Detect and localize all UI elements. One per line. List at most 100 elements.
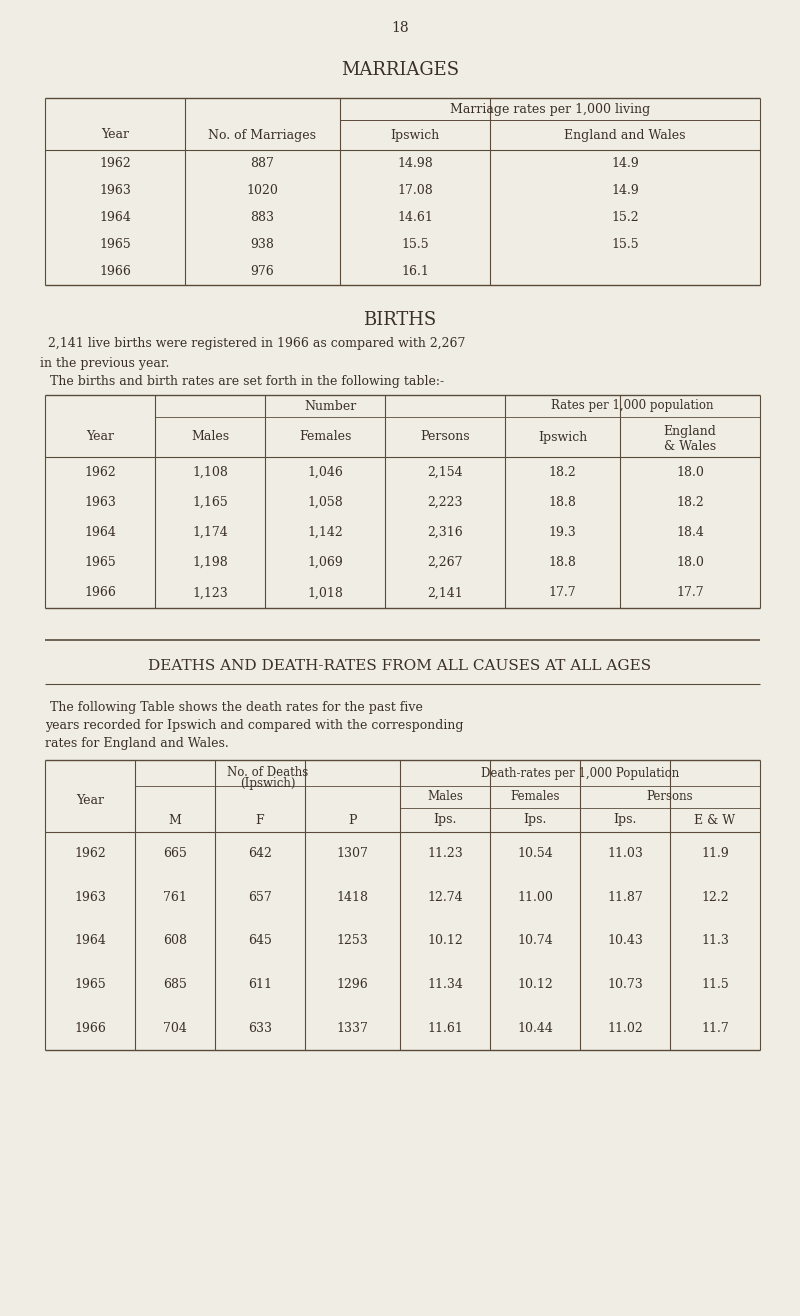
Text: in the previous year.: in the previous year. [40, 357, 170, 370]
Text: 608: 608 [163, 934, 187, 948]
Text: 657: 657 [248, 891, 272, 904]
Text: 2,267: 2,267 [427, 557, 462, 570]
Text: 10.44: 10.44 [517, 1021, 553, 1034]
Text: 10.74: 10.74 [517, 934, 553, 948]
Text: Ips.: Ips. [614, 813, 637, 826]
Text: 1,069: 1,069 [307, 557, 343, 570]
Text: 2,141 live births were registered in 1966 as compared with 2,267: 2,141 live births were registered in 196… [48, 337, 466, 350]
Text: 15.5: 15.5 [611, 238, 639, 251]
Text: 704: 704 [163, 1021, 187, 1034]
Text: 1,165: 1,165 [192, 496, 228, 509]
Text: M: M [169, 813, 182, 826]
Text: Ipswich: Ipswich [538, 430, 587, 443]
Text: 14.98: 14.98 [397, 157, 433, 170]
Text: 10.12: 10.12 [517, 978, 553, 991]
Text: 14.9: 14.9 [611, 157, 639, 170]
Text: 12.74: 12.74 [427, 891, 463, 904]
Text: 1296: 1296 [337, 978, 368, 991]
Text: 18.4: 18.4 [676, 526, 704, 540]
Text: 10.54: 10.54 [517, 848, 553, 861]
Text: Ipswich: Ipswich [390, 129, 440, 142]
Text: 18.0: 18.0 [676, 466, 704, 479]
Text: P: P [348, 813, 357, 826]
Text: 1,142: 1,142 [307, 526, 343, 540]
Text: 1,198: 1,198 [192, 557, 228, 570]
Text: 883: 883 [250, 211, 274, 224]
Text: 16.1: 16.1 [401, 265, 429, 278]
Text: 2,154: 2,154 [427, 466, 463, 479]
Text: Persons: Persons [646, 791, 694, 804]
Text: Death-rates per 1,000 Population: Death-rates per 1,000 Population [481, 766, 679, 779]
Text: Number: Number [304, 400, 356, 412]
Text: 18: 18 [391, 21, 409, 36]
Text: 1965: 1965 [74, 978, 106, 991]
Text: Rates per 1,000 population: Rates per 1,000 population [551, 400, 714, 412]
Text: 1962: 1962 [74, 848, 106, 861]
Text: 18.0: 18.0 [676, 557, 704, 570]
Text: 17.08: 17.08 [397, 184, 433, 197]
Text: 11.00: 11.00 [517, 891, 553, 904]
Text: Year: Year [76, 794, 104, 807]
Text: 642: 642 [248, 848, 272, 861]
Text: England and Wales: England and Wales [564, 129, 686, 142]
Text: 1253: 1253 [337, 934, 368, 948]
Text: 11.5: 11.5 [701, 978, 729, 991]
Text: 1962: 1962 [84, 466, 116, 479]
Text: 11.61: 11.61 [427, 1021, 463, 1034]
Text: 11.87: 11.87 [607, 891, 643, 904]
Text: 10.73: 10.73 [607, 978, 643, 991]
Text: No. of Deaths: No. of Deaths [227, 766, 308, 779]
Text: 1964: 1964 [84, 526, 116, 540]
Text: 1963: 1963 [84, 496, 116, 509]
Text: 1418: 1418 [337, 891, 369, 904]
Text: Females: Females [299, 430, 351, 443]
Text: 1,123: 1,123 [192, 587, 228, 599]
Text: 10.12: 10.12 [427, 934, 463, 948]
Text: 15.5: 15.5 [401, 238, 429, 251]
Text: 2,316: 2,316 [427, 526, 463, 540]
Text: 17.7: 17.7 [549, 587, 576, 599]
Text: 633: 633 [248, 1021, 272, 1034]
Text: Year: Year [101, 129, 129, 142]
Text: 761: 761 [163, 891, 187, 904]
Text: years recorded for Ipswich and compared with the corresponding: years recorded for Ipswich and compared … [45, 720, 463, 733]
Text: 1962: 1962 [99, 157, 131, 170]
Text: 1965: 1965 [99, 238, 131, 251]
Text: 14.9: 14.9 [611, 184, 639, 197]
Text: 1,018: 1,018 [307, 587, 343, 599]
Text: 2,223: 2,223 [427, 496, 462, 509]
Text: 11.3: 11.3 [701, 934, 729, 948]
Text: 14.61: 14.61 [397, 211, 433, 224]
Text: 2,141: 2,141 [427, 587, 463, 599]
Text: 938: 938 [250, 238, 274, 251]
Text: F: F [256, 813, 264, 826]
Text: 11.34: 11.34 [427, 978, 463, 991]
Text: Marriage rates per 1,000 living: Marriage rates per 1,000 living [450, 103, 650, 116]
Text: rates for England and Wales.: rates for England and Wales. [45, 737, 229, 750]
Text: 18.8: 18.8 [549, 557, 577, 570]
Text: 685: 685 [163, 978, 187, 991]
Text: Ips.: Ips. [434, 813, 457, 826]
Text: 17.7: 17.7 [676, 587, 704, 599]
Text: 611: 611 [248, 978, 272, 991]
Text: Females: Females [510, 791, 560, 804]
Text: & Wales: & Wales [664, 441, 716, 454]
Text: No. of Marriages: No. of Marriages [209, 129, 317, 142]
Text: 1964: 1964 [99, 211, 131, 224]
Text: The following Table shows the death rates for the past five: The following Table shows the death rate… [50, 701, 423, 715]
Text: 1965: 1965 [84, 557, 116, 570]
Text: Persons: Persons [420, 430, 470, 443]
Text: E & W: E & W [694, 813, 735, 826]
Text: England: England [663, 425, 717, 437]
Text: 15.2: 15.2 [611, 211, 639, 224]
Text: DEATHS AND DEATH-RATES FROM ALL CAUSES AT ALL AGES: DEATHS AND DEATH-RATES FROM ALL CAUSES A… [149, 659, 651, 672]
Text: 1020: 1020 [246, 184, 278, 197]
Text: 887: 887 [250, 157, 274, 170]
Text: 18.2: 18.2 [676, 496, 704, 509]
Text: 11.9: 11.9 [701, 848, 729, 861]
Text: Males: Males [427, 791, 463, 804]
Text: 1963: 1963 [99, 184, 131, 197]
Text: 18.8: 18.8 [549, 496, 577, 509]
Text: Ips.: Ips. [523, 813, 546, 826]
Text: 1,058: 1,058 [307, 496, 343, 509]
